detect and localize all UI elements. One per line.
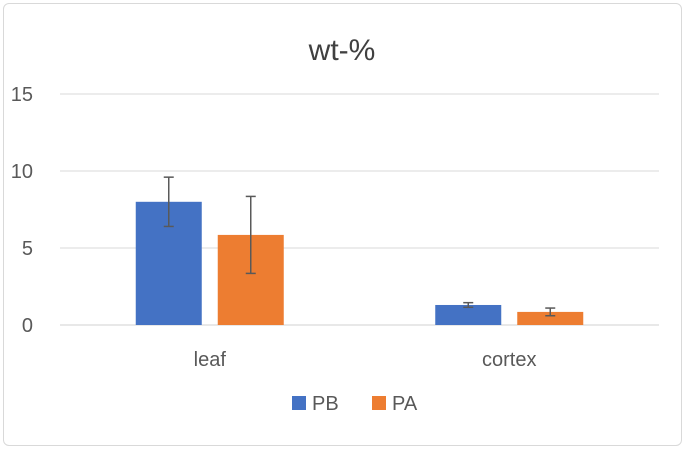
bar-pb-cortex [435, 304, 502, 325]
category-label: cortex [482, 349, 536, 371]
error-bar-pa-leaf [245, 195, 256, 275]
chart-frame [3, 3, 682, 446]
legend: PB PA [292, 393, 418, 415]
error-bar-pb-leaf [163, 176, 174, 228]
legend-swatch-pa [372, 396, 386, 410]
chart-title: wt-% [308, 34, 376, 67]
legend-label-pa: PA [392, 393, 418, 415]
error-bar-pa-cortex [545, 307, 556, 317]
category-label: leaf [194, 349, 227, 371]
y-axis-ticks: 0 5 10 15 [11, 84, 33, 337]
y-tick-label: 15 [11, 84, 33, 106]
bar-pa-cortex [517, 311, 584, 325]
y-tick-label: 10 [11, 161, 33, 183]
legend-label-pb: PB [312, 393, 339, 415]
error-bars [163, 176, 556, 317]
legend-swatch-pb [292, 396, 306, 410]
y-tick-label: 5 [22, 238, 33, 260]
bars [135, 201, 584, 325]
category-labels: leaf cortex [194, 349, 537, 371]
y-tick-label: 0 [22, 315, 33, 337]
error-bar-pb-cortex [463, 301, 474, 309]
